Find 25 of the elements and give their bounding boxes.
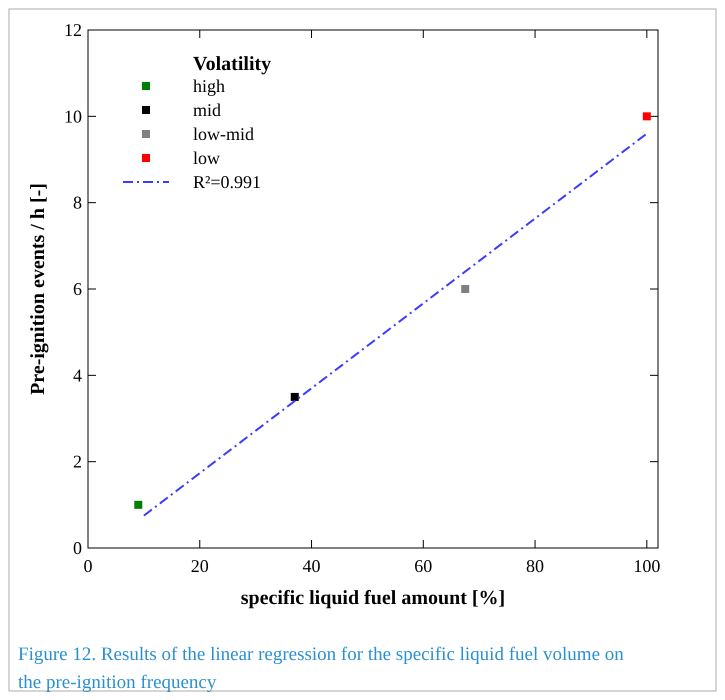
y-axis-title: Pre-ignition events / h [-] xyxy=(27,183,49,395)
y-tick-label: 2 xyxy=(73,452,82,472)
y-tick-label: 8 xyxy=(73,192,82,213)
x-tick-label: 20 xyxy=(190,556,209,576)
y-tick-label: 0 xyxy=(73,538,82,558)
y-tick-label: 6 xyxy=(73,279,82,299)
y-tick-label: 4 xyxy=(73,365,82,386)
legend-label: high xyxy=(193,76,226,96)
caption: Figure 12. Results of the linear regression for the specific liquid fuel volume on the pre-ignition frequency xyxy=(18,644,624,693)
point xyxy=(134,500,142,509)
x-tick-label: 80 xyxy=(526,556,544,576)
x-axis-title: specific liquid fuel amount [%] xyxy=(240,587,506,609)
legend-title: Volatility xyxy=(193,53,272,75)
x-tick-label: 40 xyxy=(302,556,321,576)
x-tick-label: 60 xyxy=(414,556,432,576)
y-tick-label: 12 xyxy=(64,20,82,40)
x-tick-label: 100 xyxy=(633,556,660,576)
point xyxy=(461,285,470,293)
point xyxy=(290,392,299,401)
legend-label: R²=0.991 xyxy=(193,172,262,192)
legend-label: mid xyxy=(193,100,222,120)
legend-label: low xyxy=(193,148,220,168)
point xyxy=(642,112,651,120)
y-tick-label: 10 xyxy=(64,106,82,126)
legend-label: low-mid xyxy=(193,124,254,144)
